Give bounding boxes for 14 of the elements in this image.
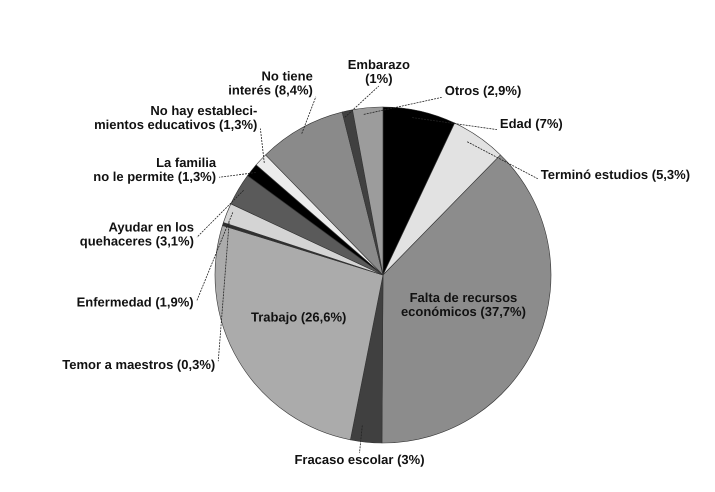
slice-label: Edad (7%) [500,116,563,132]
slice-label: No hay estableci- mientos educativos (1,3%) [94,102,258,132]
slice-label: No tiene interés (8,4%) [228,68,313,98]
slice-label: Trabajo (26,6%) [250,309,346,324]
slice-label: Terminó estudios (5,3%) [540,167,690,182]
slice-label: Fracaso escolar (3%) [294,452,425,468]
slice-label: Embarazo [348,57,410,72]
slice-label: Ayudar en los quehaceres (3,1%) [80,220,194,249]
slice-label: Enfermedad (1,9%) [76,294,194,310]
slice-label: La familia no le permite (1,3%) [93,155,217,184]
slice-label: Falta de recursos económicos (37,7%) [400,290,526,320]
slice-label: Otros (2,9%) [444,82,522,98]
data-label: (1%) [365,71,393,86]
slice-label: Temor a maestros (0,3%) [62,356,216,372]
